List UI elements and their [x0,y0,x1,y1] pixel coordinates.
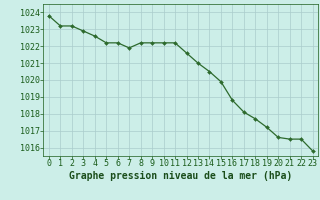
X-axis label: Graphe pression niveau de la mer (hPa): Graphe pression niveau de la mer (hPa) [69,171,292,181]
